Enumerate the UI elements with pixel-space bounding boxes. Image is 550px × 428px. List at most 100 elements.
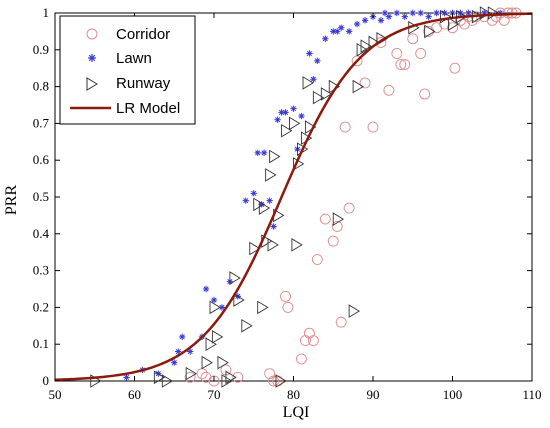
y-tick-label: 0.1 <box>33 336 49 351</box>
runway-point <box>281 123 293 138</box>
runway-point <box>225 370 237 385</box>
corridor-point <box>367 121 379 133</box>
corridor-point <box>395 59 407 70</box>
runway-point <box>448 17 460 31</box>
corridor-point <box>399 59 411 70</box>
runway-point <box>185 366 198 381</box>
y-tick-label: 0.4 <box>33 226 50 241</box>
lawn-point <box>377 17 385 24</box>
corridor-point <box>331 220 343 232</box>
corridor-point <box>407 33 419 45</box>
corridor-point <box>375 36 387 48</box>
lawn-point <box>385 13 393 20</box>
lawn-point <box>179 333 186 341</box>
legend-label-lawn: Lawn <box>116 50 152 67</box>
lawn-point <box>290 105 297 112</box>
lawn-point <box>282 109 289 116</box>
lawn-point <box>393 9 401 17</box>
lawn-point <box>175 348 182 355</box>
lawn-point <box>254 149 261 157</box>
runway-point <box>275 374 287 388</box>
data-markers <box>90 6 522 388</box>
lawn-point <box>186 348 194 355</box>
lawn-point <box>433 9 440 17</box>
lawn-point <box>260 149 268 157</box>
corridor-point <box>449 62 461 74</box>
lawn-point <box>278 109 285 116</box>
legend-item-lr-model: LR Model <box>70 100 180 117</box>
lawn-point <box>425 13 432 20</box>
x-tick-label: 90 <box>367 387 380 402</box>
lawn-point <box>258 201 265 208</box>
lawn-point <box>497 9 504 17</box>
lawn-point <box>270 223 277 230</box>
lawn-point <box>417 9 424 17</box>
y-tick-label: 0.8 <box>33 79 49 94</box>
runway-point <box>161 374 174 388</box>
x-tick-label: 60 <box>128 387 141 402</box>
x-tick-label: 50 <box>49 387 62 402</box>
corridor-point <box>184 371 196 383</box>
runway-point <box>217 355 229 370</box>
legend-label-corridor: Corridor <box>116 26 170 43</box>
legend-triangle-icon <box>86 77 98 91</box>
lawn-point <box>250 190 257 197</box>
runway-point <box>291 238 303 252</box>
runway-point <box>257 300 269 315</box>
y-axis-title: PRR <box>3 185 20 216</box>
series-runway <box>90 6 500 388</box>
runway-point <box>356 43 368 57</box>
runway-point <box>229 271 241 285</box>
runway-point <box>221 374 233 388</box>
corridor-point <box>268 375 280 387</box>
corridor-point <box>359 77 371 89</box>
runway-point <box>302 76 314 90</box>
y-tick-label: 0.7 <box>33 115 50 130</box>
lawn-point <box>218 304 226 311</box>
runway-point <box>233 293 245 307</box>
x-tick-label: 70 <box>208 387 221 402</box>
runway-point <box>267 238 279 252</box>
runway-point <box>201 355 213 370</box>
lawn-point <box>353 20 361 28</box>
runway-point <box>304 120 317 134</box>
lawn-point <box>306 50 313 57</box>
runway-point <box>153 370 166 385</box>
runway-point <box>258 201 271 215</box>
lawn-point <box>123 374 130 381</box>
y-tick-label: 0.3 <box>33 263 49 278</box>
runway-point <box>289 116 301 131</box>
corridor-point <box>311 254 323 266</box>
legend-item-corridor: Corridor <box>86 26 170 43</box>
corridor-point <box>383 84 395 96</box>
corridor-point <box>280 290 291 302</box>
runway-point <box>265 168 277 182</box>
corridor-point <box>335 316 347 328</box>
legend-item-lawn: Lawn <box>88 50 152 67</box>
lawn-point <box>401 13 408 20</box>
lawn-point <box>210 296 218 304</box>
legend-box <box>59 15 196 125</box>
lawn-point <box>310 76 317 83</box>
legend-item-runway: Runway <box>86 75 171 92</box>
lawn-point <box>266 197 273 204</box>
corridor-point <box>343 202 355 214</box>
y-tick-label: 0.2 <box>33 299 49 314</box>
runway-point <box>312 90 325 105</box>
legend: Corridor Lawn Runway LR Model <box>59 15 196 125</box>
series-corridor <box>184 7 522 387</box>
y-tick-label: 1 <box>43 5 50 20</box>
runway-point <box>348 304 360 318</box>
runway-point <box>352 79 364 94</box>
runway-point <box>424 24 436 39</box>
y-tick-label: 0 <box>43 373 50 388</box>
corridor-point <box>339 121 351 133</box>
corridor-point <box>319 213 331 225</box>
x-tick-label: 100 <box>443 387 463 402</box>
lawn-point <box>171 359 178 366</box>
runway-point <box>332 212 345 226</box>
lawn-point <box>298 112 305 120</box>
runway-point <box>205 337 217 351</box>
corridor-point <box>419 88 431 100</box>
